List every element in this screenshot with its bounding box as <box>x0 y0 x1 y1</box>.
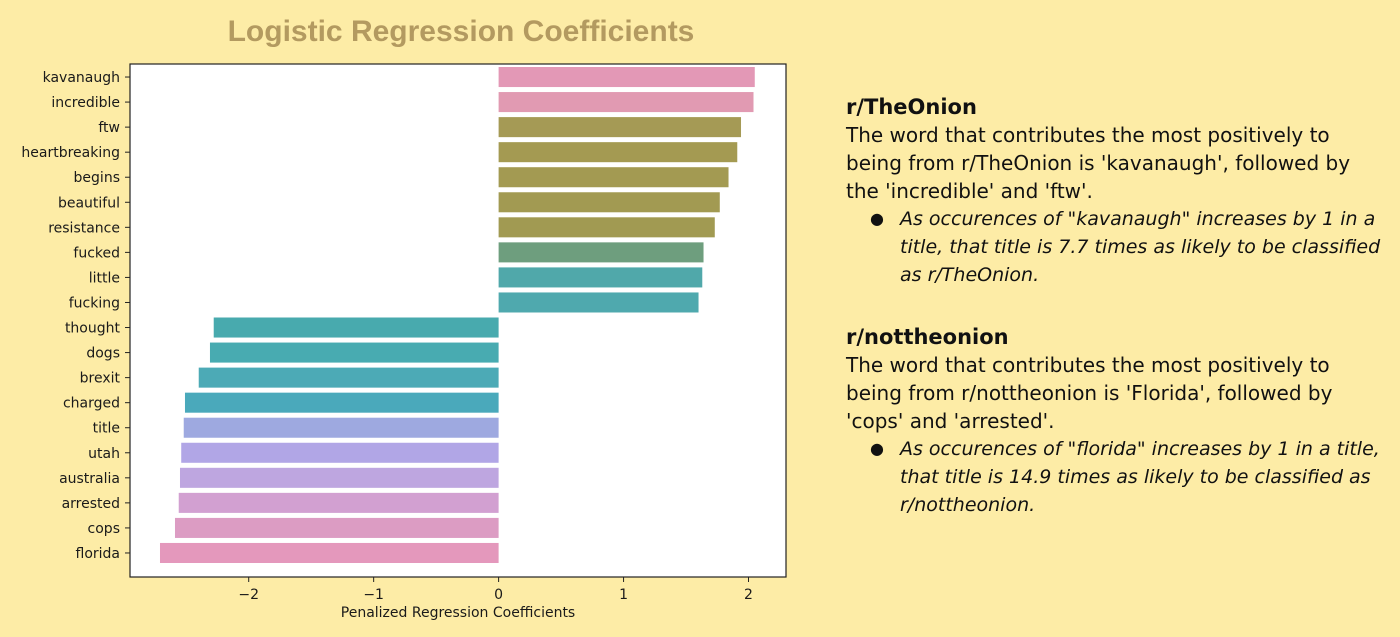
onion-bullet-list: ● As occurences of "kavanaugh" increases… <box>846 205 1386 289</box>
bar-cops <box>174 517 499 538</box>
onion-section: r/TheOnion The word that contributes the… <box>846 93 1386 289</box>
category-label-thought: thought <box>65 321 121 337</box>
bar-ftw <box>498 117 742 138</box>
onion-bullet-text: As occurences of "kavanaugh" increases b… <box>900 208 1381 286</box>
category-label-utah: utah <box>88 446 120 462</box>
x-tick-label: −2 <box>238 587 259 603</box>
category-label-australia: australia <box>59 471 120 487</box>
bar-thought <box>213 317 499 338</box>
category-label-begins: begins <box>74 170 120 186</box>
x-tick-label: 1 <box>619 587 628 603</box>
category-label-title: title <box>93 421 120 437</box>
category-label-kavanaugh: kavanaugh <box>43 70 120 86</box>
bar-begins <box>498 167 729 188</box>
bars-group <box>159 67 755 563</box>
category-label-charged: charged <box>63 396 120 412</box>
nottheonion-heading: r/nottheonion <box>846 325 1009 349</box>
category-label-heartbreaking: heartbreaking <box>21 145 120 161</box>
bar-resistance <box>498 217 715 238</box>
x-axis-ticks: −2 −1 0 1 2 <box>238 577 753 603</box>
bar-florida <box>159 542 499 563</box>
nottheonion-description: The word that contributes the most posit… <box>846 353 1333 433</box>
category-labels: kavanaugh incredible ftw heartbreaking begin… <box>21 70 130 562</box>
bar-dogs <box>209 342 499 363</box>
category-label-arrested: arrested <box>62 496 120 512</box>
bar-beautiful <box>498 192 720 213</box>
onion-description: The word that contributes the most posit… <box>846 123 1351 203</box>
bar-chart: Logistic Regression Coefficients kavanau… <box>21 15 787 621</box>
bar-little <box>498 267 703 288</box>
category-label-little: little <box>89 270 120 286</box>
bar-fucking <box>498 292 699 313</box>
category-label-fucking: fucking <box>69 295 120 311</box>
bar-fucked <box>498 242 704 263</box>
x-tick-label: 2 <box>744 587 753 603</box>
chart-title: Logistic Regression Coefficients <box>228 15 695 48</box>
category-label-incredible: incredible <box>51 95 120 111</box>
category-label-cops: cops <box>88 521 120 537</box>
category-label-fucked: fucked <box>73 245 120 261</box>
bar-kavanaugh <box>498 67 755 88</box>
nottheonion-section: r/nottheonion The word that contributes … <box>846 323 1386 519</box>
bar-brexit <box>198 367 499 388</box>
bar-title <box>183 417 499 438</box>
x-tick-label: 0 <box>494 587 503 603</box>
category-label-dogs: dogs <box>86 346 120 362</box>
onion-bullet: ● As occurences of "kavanaugh" increases… <box>870 205 1386 289</box>
plot-frame <box>129 63 787 578</box>
bar-australia <box>179 467 499 488</box>
nottheonion-bullet-text: As occurences of "florida" increases by … <box>900 438 1380 516</box>
onion-heading: r/TheOnion <box>846 95 977 119</box>
category-label-beautiful: beautiful <box>58 195 120 211</box>
bar-arrested <box>178 492 499 513</box>
bar-incredible <box>498 92 754 113</box>
x-axis-label: Penalized Regression Coefficients <box>341 605 575 621</box>
category-label-resistance: resistance <box>48 220 120 236</box>
nottheonion-bullet-list: ● As occurences of "florida" increases b… <box>846 435 1386 519</box>
category-label-ftw: ftw <box>98 120 120 136</box>
category-label-brexit: brexit <box>80 371 121 387</box>
bar-heartbreaking <box>498 142 738 163</box>
bullet-dot-icon: ● <box>870 439 884 458</box>
x-tick-label: −1 <box>363 587 384 603</box>
category-label-florida: florida <box>76 546 121 562</box>
notes-panel: r/TheOnion The word that contributes the… <box>846 93 1386 553</box>
bar-utah <box>181 442 499 463</box>
nottheonion-bullet: ● As occurences of "florida" increases b… <box>870 435 1386 519</box>
bar-charged <box>184 392 499 413</box>
bullet-dot-icon: ● <box>870 209 884 228</box>
